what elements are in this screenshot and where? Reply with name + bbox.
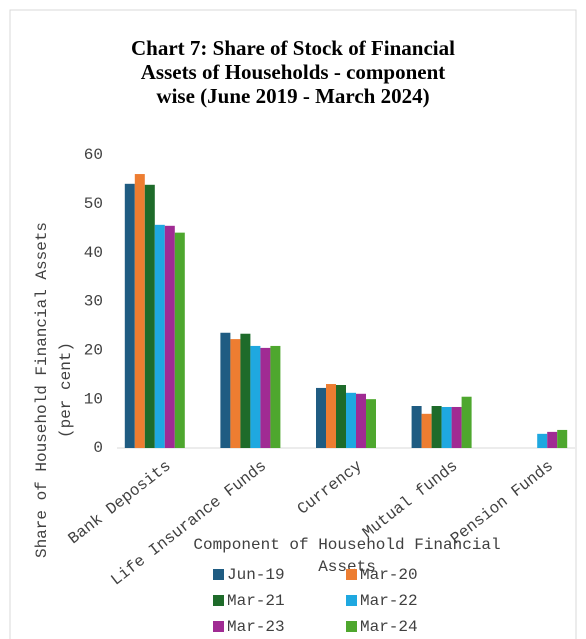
chart-frame — [9, 9, 577, 639]
bar — [164, 225, 175, 448]
legend-swatch — [346, 569, 357, 580]
legend-swatch — [213, 621, 224, 632]
bar — [144, 184, 155, 448]
bar — [230, 339, 241, 448]
y-tick-label: 20 — [84, 342, 103, 360]
bar — [421, 413, 432, 448]
bar — [461, 396, 472, 448]
bar — [537, 433, 548, 448]
bar — [411, 406, 422, 448]
legend-swatch — [213, 595, 224, 606]
bar — [366, 399, 376, 448]
bar — [451, 406, 462, 448]
y-tick-label: 0 — [93, 439, 103, 457]
x-axis-label: Component of Household Financial Assets — [193, 536, 500, 576]
y-tick-label: 30 — [84, 293, 103, 311]
y-tick-label: 50 — [84, 195, 103, 213]
bar — [174, 232, 185, 448]
bar — [326, 384, 336, 448]
legend-swatch — [346, 595, 357, 606]
bar — [547, 431, 558, 448]
bar — [441, 406, 452, 448]
legend-label: Mar-24 — [360, 618, 418, 636]
bar — [316, 387, 326, 448]
legend-label: Mar-23 — [227, 618, 285, 636]
bar — [134, 174, 145, 449]
bar — [154, 224, 165, 448]
y-tick-label: 60 — [84, 146, 103, 164]
bar — [124, 183, 135, 449]
bar — [346, 392, 356, 448]
legend-label: Mar-22 — [360, 592, 418, 610]
legend-swatch — [346, 621, 357, 632]
y-tick-label: 40 — [84, 244, 103, 262]
chart-title: Chart 7: Share of Stock of Financial Asse… — [131, 36, 455, 108]
bar — [260, 347, 271, 448]
bar — [220, 332, 231, 448]
y-tick-label: 10 — [84, 390, 103, 408]
legend-label: Jun-19 — [227, 566, 285, 584]
legend-swatch — [213, 569, 224, 580]
bar — [356, 393, 366, 448]
bar — [240, 333, 251, 448]
legend-label: Mar-21 — [227, 592, 285, 610]
bar — [431, 406, 442, 448]
bar — [270, 345, 281, 448]
bar — [557, 429, 568, 448]
bar — [250, 345, 261, 448]
legend-label: Mar-20 — [360, 566, 418, 584]
y-axis-label: Share of Household Financial Assets (per … — [33, 222, 75, 558]
bar — [336, 385, 346, 448]
